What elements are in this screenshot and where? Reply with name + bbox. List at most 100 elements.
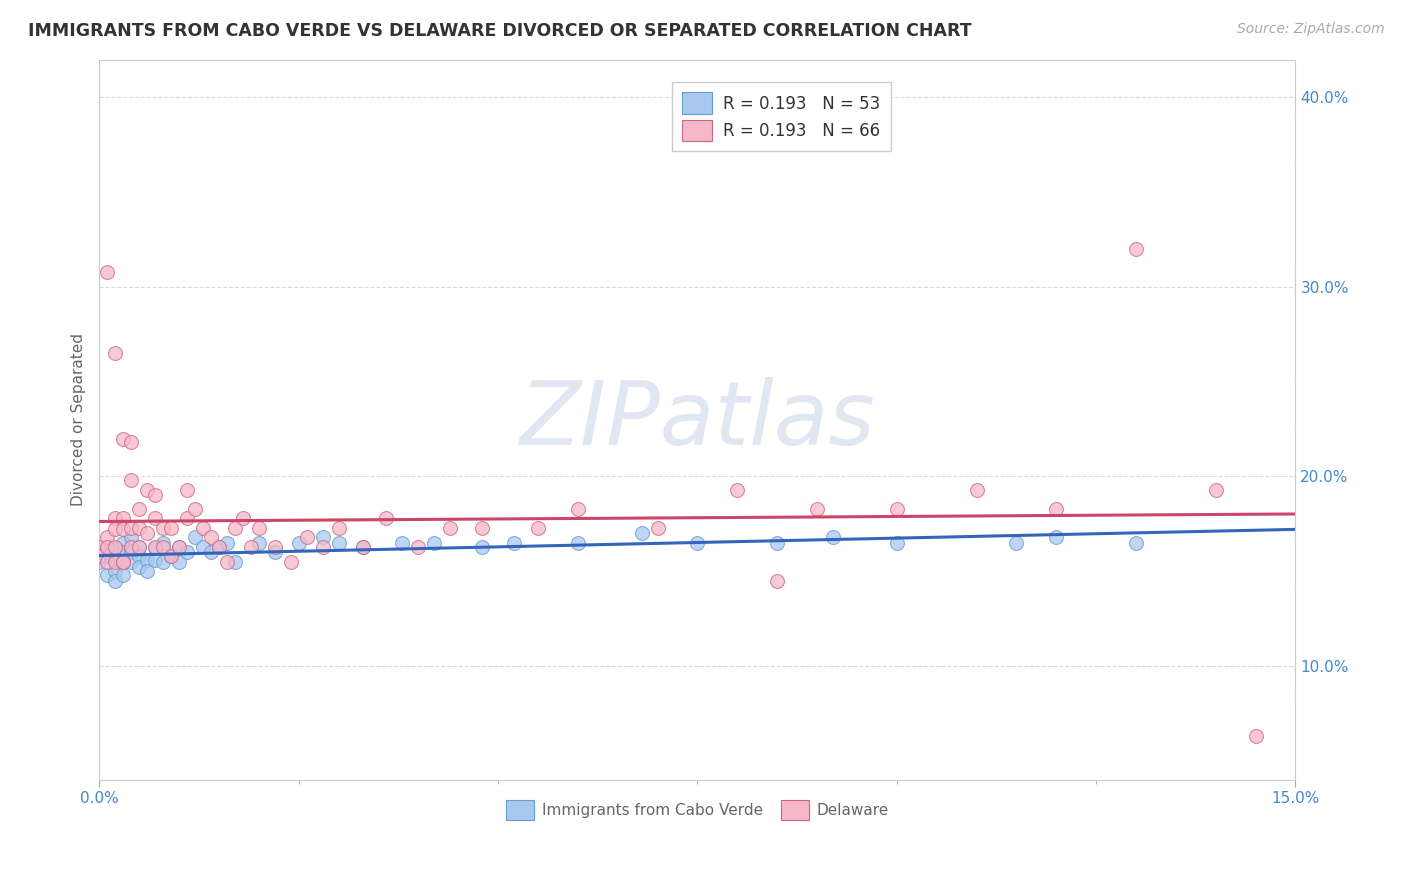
Point	[247, 520, 270, 534]
Point	[725, 483, 748, 497]
Point	[152, 540, 174, 554]
Point	[104, 574, 127, 588]
Point	[184, 501, 207, 516]
Point	[112, 511, 135, 525]
Point	[312, 530, 335, 544]
Point	[120, 520, 142, 534]
Point	[160, 520, 183, 534]
Point	[208, 540, 231, 554]
Point	[247, 535, 270, 549]
Point	[471, 540, 494, 554]
Point	[120, 540, 142, 554]
Point	[136, 483, 159, 497]
Point	[423, 535, 446, 549]
Point	[143, 488, 166, 502]
Point	[128, 540, 150, 554]
Point	[766, 574, 789, 588]
Point	[766, 535, 789, 549]
Point	[191, 540, 214, 554]
Point	[96, 555, 118, 569]
Point	[104, 346, 127, 360]
Point	[224, 520, 246, 534]
Point	[152, 535, 174, 549]
Point	[89, 549, 111, 563]
Point	[104, 523, 127, 537]
Point	[120, 435, 142, 450]
Point	[104, 553, 127, 567]
Point	[200, 545, 222, 559]
Point	[120, 545, 142, 559]
Point	[215, 555, 238, 569]
Point	[120, 555, 142, 569]
Point	[112, 432, 135, 446]
Point	[312, 540, 335, 554]
Point	[96, 265, 118, 279]
Point	[1244, 729, 1267, 743]
Point	[176, 483, 198, 497]
Point	[104, 564, 127, 578]
Point	[136, 526, 159, 541]
Point	[471, 520, 494, 534]
Text: ZIPatlas: ZIPatlas	[520, 376, 876, 463]
Point	[208, 540, 231, 554]
Point	[503, 535, 526, 549]
Point	[160, 549, 183, 563]
Legend: Immigrants from Cabo Verde, Delaware: Immigrants from Cabo Verde, Delaware	[501, 794, 894, 826]
Point	[143, 541, 166, 556]
Point	[176, 545, 198, 559]
Point	[1205, 483, 1227, 497]
Point	[143, 553, 166, 567]
Point	[112, 545, 135, 559]
Point	[1005, 535, 1028, 549]
Text: Source: ZipAtlas.com: Source: ZipAtlas.com	[1237, 22, 1385, 37]
Point	[167, 540, 190, 554]
Point	[167, 540, 190, 554]
Point	[352, 540, 374, 554]
Point	[128, 560, 150, 574]
Point	[232, 511, 254, 525]
Point	[112, 535, 135, 549]
Point	[287, 535, 309, 549]
Point	[439, 520, 461, 534]
Point	[328, 520, 350, 534]
Point	[567, 501, 589, 516]
Text: IMMIGRANTS FROM CABO VERDE VS DELAWARE DIVORCED OR SEPARATED CORRELATION CHART: IMMIGRANTS FROM CABO VERDE VS DELAWARE D…	[28, 22, 972, 40]
Point	[886, 501, 908, 516]
Point	[647, 520, 669, 534]
Point	[886, 535, 908, 549]
Point	[152, 520, 174, 534]
Y-axis label: Divorced or Separated: Divorced or Separated	[72, 333, 86, 506]
Point	[112, 555, 135, 569]
Point	[263, 545, 285, 559]
Point	[96, 540, 118, 554]
Point	[136, 553, 159, 567]
Point	[1045, 501, 1067, 516]
Point	[128, 501, 150, 516]
Point	[160, 549, 183, 563]
Point	[966, 483, 988, 497]
Point	[806, 501, 828, 516]
Point	[224, 555, 246, 569]
Point	[136, 564, 159, 578]
Point	[143, 511, 166, 525]
Point	[391, 535, 413, 549]
Point	[112, 523, 135, 537]
Point	[96, 549, 118, 563]
Point	[408, 540, 430, 554]
Point	[89, 555, 111, 569]
Point	[184, 530, 207, 544]
Point	[280, 555, 302, 569]
Point	[215, 535, 238, 549]
Point	[120, 530, 142, 544]
Point	[112, 568, 135, 582]
Point	[104, 511, 127, 525]
Point	[567, 535, 589, 549]
Point	[200, 530, 222, 544]
Point	[630, 526, 652, 541]
Point	[1125, 242, 1147, 256]
Point	[128, 549, 150, 563]
Point	[128, 520, 150, 534]
Point	[191, 520, 214, 534]
Point	[263, 540, 285, 554]
Point	[328, 535, 350, 549]
